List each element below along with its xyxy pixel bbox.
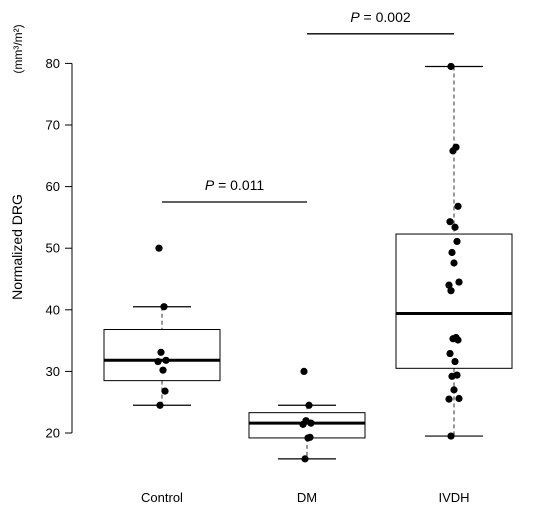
data-point-ivdh bbox=[455, 394, 463, 403]
p-value-label: P = 0.011 bbox=[205, 177, 265, 193]
y-axis: 20 30 40 50 60 70 80 bbox=[46, 56, 73, 441]
data-point-control bbox=[154, 357, 162, 366]
y-tick-label: 70 bbox=[46, 118, 60, 133]
data-point-dm bbox=[301, 455, 309, 463]
data-point-dm bbox=[305, 401, 313, 409]
y-tick-label: 60 bbox=[46, 179, 60, 194]
data-point-ivdh bbox=[447, 432, 455, 440]
data-point-ivdh bbox=[454, 336, 462, 344]
data-point-ivdh bbox=[445, 395, 453, 403]
data-point-ivdh bbox=[451, 223, 459, 231]
data-point-ivdh bbox=[447, 62, 455, 71]
data-point-ivdh bbox=[450, 386, 458, 394]
p-value-symbol: P bbox=[350, 9, 360, 25]
data-point-ivdh bbox=[454, 202, 462, 210]
data-point-dm bbox=[299, 420, 307, 428]
box-series bbox=[103, 65, 513, 460]
y-tick-label: 30 bbox=[46, 364, 60, 379]
box-ivdh bbox=[395, 65, 513, 437]
data-point-dm bbox=[307, 419, 315, 427]
x-category-label: Control bbox=[141, 490, 183, 505]
iqr-box bbox=[395, 233, 513, 369]
data-point-control bbox=[159, 366, 167, 374]
data-point-control bbox=[160, 303, 168, 311]
data-point-ivdh bbox=[448, 248, 456, 257]
y-axis-unit-label: (mm³/m²) bbox=[11, 24, 25, 73]
data-point-ivdh bbox=[455, 278, 463, 286]
data-point-control bbox=[156, 401, 164, 409]
x-category-label: IVDH bbox=[438, 490, 469, 505]
data-point-ivdh bbox=[453, 237, 461, 246]
data-point-control bbox=[157, 348, 165, 356]
data-point-ivdh bbox=[446, 218, 454, 226]
y-axis-label: Normalized DRG bbox=[9, 194, 25, 300]
p-value-label: P = 0.002 bbox=[350, 9, 411, 25]
y-tick-label: 50 bbox=[46, 241, 60, 256]
data-point-ivdh bbox=[451, 357, 459, 366]
x-category-label: DM bbox=[297, 490, 317, 505]
data-point-control bbox=[162, 356, 170, 364]
data-point-ivdh bbox=[446, 349, 454, 358]
x-axis-labels: Control DM IVDH bbox=[141, 490, 469, 505]
data-point-control bbox=[161, 387, 169, 395]
y-tick-label: 20 bbox=[46, 426, 60, 441]
p-value-symbol: P bbox=[205, 177, 215, 193]
data-point-control bbox=[155, 244, 163, 252]
y-tick-label: 80 bbox=[46, 56, 60, 71]
data-point-ivdh bbox=[449, 147, 457, 155]
y-tick-label: 40 bbox=[46, 302, 60, 317]
data-point-dm bbox=[300, 367, 308, 375]
p-value-number: = 0.011 bbox=[214, 177, 264, 193]
p-value-number: = 0.002 bbox=[360, 9, 411, 25]
data-point-ivdh bbox=[448, 372, 456, 380]
data-points bbox=[154, 62, 463, 463]
data-point-ivdh bbox=[450, 259, 458, 267]
data-point-ivdh bbox=[447, 287, 455, 295]
data-point-dm bbox=[306, 433, 314, 441]
box-dm bbox=[248, 404, 366, 460]
data-point-ivdh bbox=[445, 281, 453, 289]
iqr-box bbox=[248, 412, 366, 439]
